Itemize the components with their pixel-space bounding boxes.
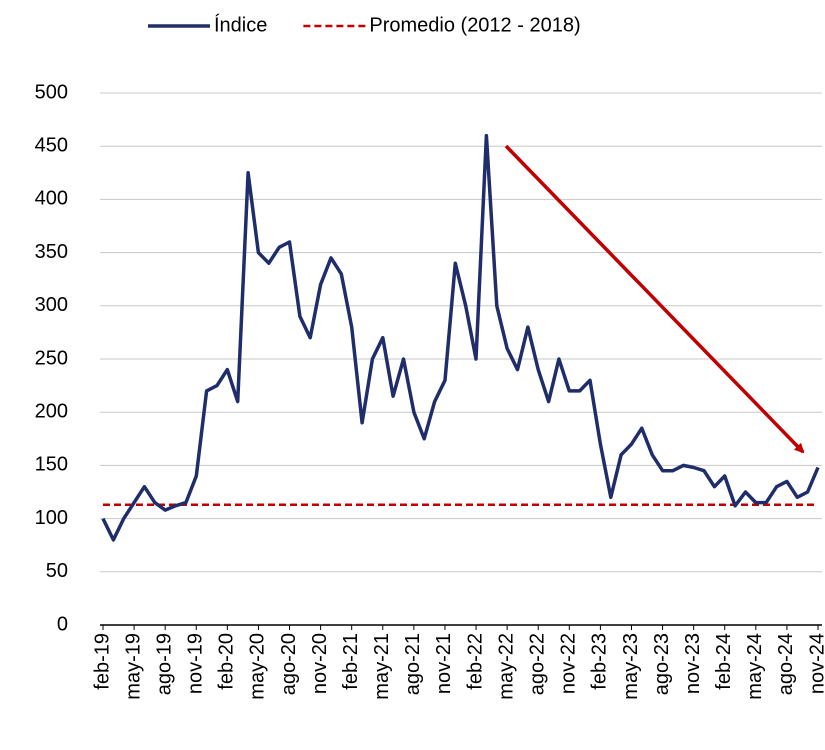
- y-tick-label: 0: [57, 613, 68, 635]
- series-line: [101, 133, 820, 542]
- y-tick-label: 100: [35, 507, 68, 529]
- x-tick-label: may-20: [247, 633, 269, 700]
- x-tick-label: ago-22: [526, 633, 548, 695]
- x-tick-label: ago-21: [402, 633, 424, 695]
- y-tick-label: 350: [35, 241, 68, 263]
- x-tick-label: ago-19: [153, 633, 175, 695]
- x-tick-label: may-21: [371, 633, 393, 700]
- y-tick-label: 250: [35, 347, 68, 369]
- x-tick-label: feb-20: [216, 633, 238, 690]
- x-tick-label: ago-24: [775, 633, 797, 695]
- x-tick-label: nov-24: [806, 633, 825, 694]
- x-tick-label: may-22: [495, 633, 517, 700]
- x-tick-label: may-24: [744, 633, 766, 700]
- x-tick-label: feb-23: [589, 633, 611, 690]
- y-tick-label: 50: [46, 560, 68, 582]
- y-tick-label: 300: [35, 294, 68, 316]
- x-tick-label: feb-24: [713, 633, 735, 690]
- x-tick-label: may-23: [620, 633, 642, 700]
- x-tick-label: nov-22: [558, 633, 580, 694]
- x-tick-label: feb-21: [340, 633, 362, 690]
- legend-label: Índice: [214, 13, 267, 36]
- x-tick-label: nov-23: [682, 633, 704, 694]
- y-tick-label: 450: [35, 134, 68, 156]
- x-tick-label: ago-23: [651, 633, 673, 695]
- x-tick-label: nov-21: [433, 633, 455, 694]
- x-tick-label: may-19: [122, 633, 144, 700]
- legend-label: Promedio (2012 - 2018): [369, 14, 580, 36]
- x-tick-label: feb-22: [464, 633, 486, 690]
- x-tick-label: feb-19: [91, 633, 113, 690]
- y-tick-label: 500: [35, 81, 68, 103]
- x-tick-label: ago-20: [278, 633, 300, 695]
- y-tick-label: 400: [35, 188, 68, 210]
- x-tick-label: nov-19: [185, 633, 207, 694]
- y-tick-label: 200: [35, 400, 68, 422]
- y-tick-label: 150: [35, 454, 68, 476]
- trend-arrow: [504, 144, 805, 454]
- x-tick-label: nov-20: [309, 633, 331, 694]
